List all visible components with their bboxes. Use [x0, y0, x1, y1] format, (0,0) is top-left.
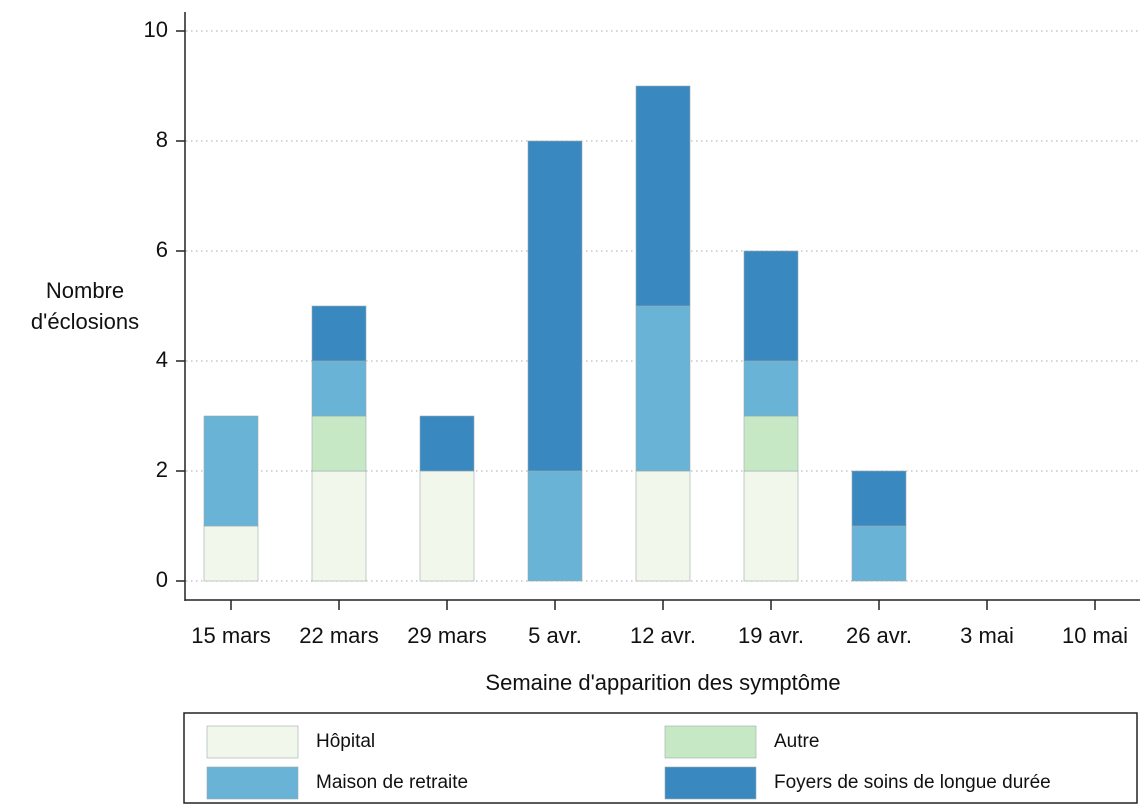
bar-segment	[743, 415, 799, 472]
bar-segment	[851, 525, 907, 582]
y-tick-label: 8	[156, 127, 168, 152]
bar-segment	[743, 250, 799, 362]
y-axis-label: Nombre	[46, 278, 124, 303]
y-tick-label: 2	[156, 457, 168, 482]
y-tick-label: 0	[156, 567, 168, 592]
x-tick-label: 19 avr.	[738, 623, 804, 648]
bar-segment	[527, 470, 583, 582]
bar-segment	[311, 305, 367, 362]
y-tick-label: 10	[144, 17, 168, 42]
x-tick-label: 12 avr.	[630, 623, 696, 648]
legend-swatch	[664, 725, 757, 759]
x-tick-label: 29 mars	[407, 623, 486, 648]
x-tick-label: 22 mars	[299, 623, 378, 648]
bar-segment	[635, 305, 691, 472]
y-tick-label: 4	[156, 347, 168, 372]
legend-swatch	[664, 766, 757, 800]
legend-label: Hôpital	[316, 731, 375, 752]
x-tick-label: 3 mai	[960, 623, 1014, 648]
x-tick-label: 15 mars	[191, 623, 270, 648]
bar-segment	[203, 525, 259, 582]
legend-label: Foyers de soins de longue durée	[774, 772, 1051, 793]
x-tick-label: 10 mai	[1062, 623, 1128, 648]
bar-segment	[419, 415, 475, 472]
bar-segment	[635, 85, 691, 307]
bar-segment	[635, 470, 691, 582]
x-axis-label: Semaine d'apparition des symptôme	[485, 670, 840, 695]
legend-label: Autre	[774, 731, 819, 752]
bar-segment	[527, 140, 583, 472]
y-axis-label: d'éclosions	[31, 309, 139, 334]
x-tick-label: 26 avr.	[846, 623, 912, 648]
bar-segment	[203, 415, 259, 527]
legend-label: Maison de retraite	[316, 772, 468, 793]
bar-segment	[743, 470, 799, 582]
x-tick-label: 5 avr.	[528, 623, 582, 648]
legend-swatch	[206, 766, 299, 800]
y-tick-label: 6	[156, 237, 168, 262]
legend-box	[183, 712, 1138, 804]
bar-segment	[311, 470, 367, 582]
bar-segment	[311, 415, 367, 472]
bar-segment	[851, 470, 907, 527]
legend-swatch	[206, 725, 299, 759]
bar-segment	[311, 360, 367, 417]
bar-segment	[743, 360, 799, 417]
bar-segment	[419, 470, 475, 582]
